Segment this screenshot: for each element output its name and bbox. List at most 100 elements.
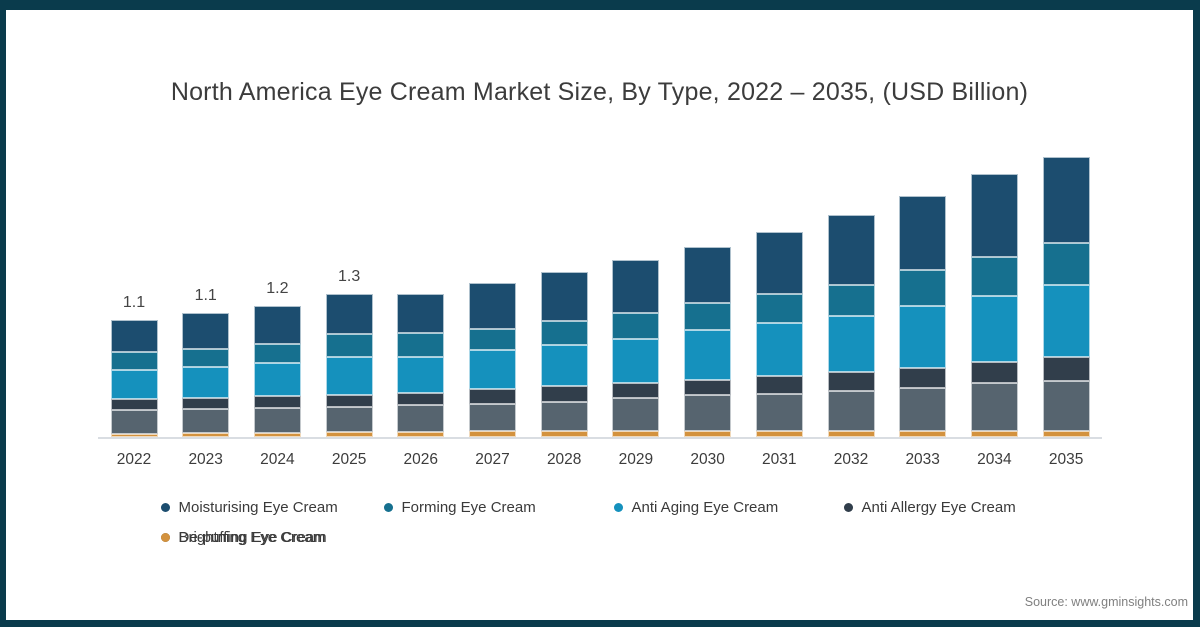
bar-segment-brightning-eye-cream-2027	[469, 404, 516, 432]
bar-group-2025	[325, 294, 373, 437]
bar-segment-de-puffing-eye-cream-2024	[253, 432, 301, 437]
bar-segment-anti-allergy-eye-cream-2027	[469, 389, 516, 405]
bar-segment-anti-allergy-eye-cream-2029	[612, 383, 660, 399]
chart-title: North America Eye Cream Market Size, By …	[170, 78, 1029, 106]
bar-segment-de-puffing-eye-cream-2035	[1042, 430, 1090, 437]
bar-segment-brightning-eye-cream-2022	[110, 410, 158, 434]
bar-segment-brightning-eye-cream-2028	[540, 402, 588, 432]
bar-segment-de-puffing-eye-cream-2031	[755, 431, 803, 437]
bar-group-2026	[397, 294, 445, 437]
bar-group-2024	[253, 305, 301, 437]
bar-segment-de-puffing-eye-cream-2025	[325, 432, 373, 437]
bar-segment-anti-allergy-eye-cream-2034	[970, 361, 1018, 384]
bar-segment-moisturising-eye-cream-2035	[1042, 156, 1090, 243]
x-axis-line	[98, 437, 1102, 439]
bar-group-2034	[970, 174, 1018, 437]
bar-segment-brightning-eye-cream-2034	[970, 383, 1018, 432]
bar-group-2023	[182, 313, 230, 437]
chart-canvas: North America Eye Cream Market Size, By …	[6, 10, 1193, 620]
bar-segment-de-puffing-eye-cream-2032	[827, 431, 875, 437]
bar-segment-de-puffing-eye-cream-2033	[899, 431, 947, 437]
bar-group-2032	[827, 215, 875, 437]
x-tick-label-2027: 2027	[475, 451, 510, 468]
bar-segment-forming-eye-cream-2030	[684, 302, 732, 330]
bar-segment-de-puffing-eye-cream-2030	[684, 430, 732, 437]
bar-value-label-2023: 1.1	[194, 287, 217, 305]
bar-segment-brightning-eye-cream-2033	[899, 388, 947, 432]
bar-group-2031	[755, 231, 803, 437]
bar-segment-forming-eye-cream-2028	[540, 320, 588, 346]
x-tick-label-2034: 2034	[977, 451, 1012, 468]
bar-group-2022	[110, 319, 158, 437]
bar-segment-forming-eye-cream-2026	[397, 333, 445, 357]
bar-segment-anti-aging-eye-cream-2025	[325, 357, 373, 396]
bar-segment-anti-aging-eye-cream-2032	[827, 315, 875, 372]
bar-segment-anti-allergy-eye-cream-2025	[325, 395, 373, 407]
bar-segment-anti-allergy-eye-cream-2022	[110, 399, 158, 411]
bar-segment-forming-eye-cream-2034	[970, 256, 1018, 296]
x-tick-label-2031: 2031	[762, 451, 797, 468]
source-note: Source: www.gminsights.com	[1024, 595, 1188, 609]
bar-segment-moisturising-eye-cream-2032	[827, 215, 875, 286]
bar-value-label-2022: 1.1	[122, 293, 146, 311]
bar-segment-forming-eye-cream-2024	[253, 344, 301, 363]
bar-segment-moisturising-eye-cream-2033	[899, 195, 947, 270]
bar-segment-de-puffing-eye-cream-2028	[540, 431, 588, 437]
bar-segment-de-puffing-eye-cream-2034	[970, 431, 1018, 437]
bar-segment-brightning-eye-cream-2023	[182, 409, 230, 434]
bar-segment-anti-aging-eye-cream-2028	[540, 345, 588, 387]
bar-value-label-2025: 1.3	[337, 268, 361, 286]
bar-segment-brightning-eye-cream-2031	[755, 393, 803, 432]
bar-segment-de-puffing-eye-cream-2022	[110, 433, 158, 437]
x-tick-label-2028: 2028	[546, 451, 582, 468]
bar-segment-moisturising-eye-cream-2023	[182, 313, 230, 349]
bar-segment-anti-allergy-eye-cream-2026	[397, 392, 445, 406]
bar-segment-anti-aging-eye-cream-2027	[469, 349, 516, 390]
bar-segment-anti-allergy-eye-cream-2035	[1042, 356, 1090, 381]
bar-segment-moisturising-eye-cream-2029	[612, 259, 660, 314]
bar-segment-brightning-eye-cream-2026	[397, 405, 445, 432]
bar-segment-brightning-eye-cream-2030	[684, 395, 732, 431]
bar-value-label-2024: 1.2	[266, 279, 289, 297]
bar-segment-moisturising-eye-cream-2034	[970, 174, 1018, 257]
x-tick-label-2025: 2025	[331, 451, 367, 468]
bar-segment-moisturising-eye-cream-2031	[755, 231, 803, 295]
bar-segment-anti-aging-eye-cream-2023	[182, 366, 230, 399]
x-tick-label-2032: 2032	[833, 451, 869, 468]
bar-segment-moisturising-eye-cream-2025	[325, 294, 373, 335]
x-tick-label-2022: 2022	[116, 451, 152, 468]
bar-segment-forming-eye-cream-2032	[827, 285, 875, 316]
x-tick-label-2029: 2029	[618, 451, 654, 468]
x-tick-label-2026: 2026	[403, 451, 439, 468]
bar-group-2027	[469, 283, 516, 437]
bar-segment-forming-eye-cream-2022	[110, 352, 158, 371]
bar-segment-brightning-eye-cream-2024	[253, 407, 301, 433]
bar-segment-anti-aging-eye-cream-2022	[110, 370, 158, 400]
bar-segment-moisturising-eye-cream-2022	[110, 319, 158, 353]
bar-segment-anti-allergy-eye-cream-2030	[684, 379, 732, 396]
bar-segment-de-puffing-eye-cream-2026	[397, 431, 445, 437]
bar-group-2033	[899, 195, 947, 437]
bar-segment-anti-aging-eye-cream-2026	[397, 356, 445, 393]
bar-segment-brightning-eye-cream-2035	[1042, 380, 1090, 431]
x-tick-label-2033: 2033	[905, 451, 940, 468]
bar-segment-moisturising-eye-cream-2027	[469, 283, 516, 330]
bar-segment-moisturising-eye-cream-2028	[540, 271, 588, 321]
bar-segment-anti-allergy-eye-cream-2033	[899, 367, 947, 389]
x-tick-label-2024: 2024	[260, 451, 295, 468]
bar-segment-anti-aging-eye-cream-2031	[755, 323, 803, 376]
bar-segment-anti-allergy-eye-cream-2023	[182, 398, 230, 410]
bar-segment-de-puffing-eye-cream-2029	[612, 430, 660, 437]
bar-segment-anti-allergy-eye-cream-2024	[253, 395, 301, 408]
bar-segment-forming-eye-cream-2025	[325, 334, 373, 358]
bar-segment-forming-eye-cream-2027	[469, 329, 516, 350]
bar-segment-anti-aging-eye-cream-2034	[970, 295, 1018, 362]
bar-segment-forming-eye-cream-2023	[182, 348, 230, 367]
bar-segment-forming-eye-cream-2031	[755, 294, 803, 324]
bar-segment-anti-aging-eye-cream-2029	[612, 339, 660, 384]
bar-segment-moisturising-eye-cream-2024	[253, 305, 301, 345]
bar-segment-de-puffing-eye-cream-2023	[182, 433, 230, 437]
bar-group-2028	[540, 271, 588, 437]
x-tick-label-2023: 2023	[188, 451, 223, 468]
